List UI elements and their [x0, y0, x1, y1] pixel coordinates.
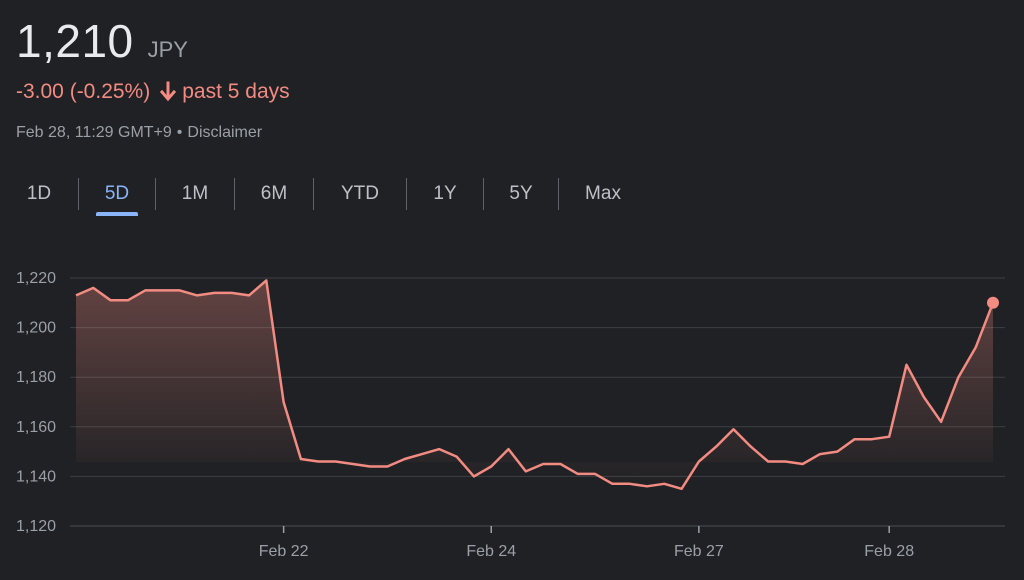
x-tick-label: Feb 28 [864, 543, 914, 560]
tab-divider [234, 178, 235, 210]
x-tick-label: Feb 27 [674, 543, 724, 560]
x-tick-label: Feb 22 [259, 543, 309, 560]
tab-max[interactable]: Max [585, 183, 621, 204]
timestamp-row: Feb 28, 11:29 GMT+9 • Disclaimer [16, 124, 262, 142]
last-price-point [987, 296, 999, 309]
tab-divider [155, 178, 156, 210]
y-tick-label: 1,180 [16, 369, 56, 386]
price-area [76, 280, 993, 489]
price-header: 1,210 JPY [16, 14, 188, 68]
y-tick-label: 1,140 [16, 468, 56, 485]
disclaimer-link[interactable]: Disclaimer [187, 124, 263, 141]
change-period: past 5 days [182, 80, 290, 103]
separator-dot: • [176, 124, 183, 141]
y-tick-label: 1,160 [16, 419, 56, 436]
x-tick-label: Feb 24 [466, 543, 516, 560]
change-value: -3.00 (-0.25%) [16, 80, 151, 103]
price-line [75, 279, 995, 491]
y-tick-label: 1,220 [16, 270, 56, 287]
tab-ytd[interactable]: YTD [341, 183, 379, 204]
y-tick-label: 1,120 [16, 518, 56, 535]
currency-code: JPY [147, 37, 188, 62]
range-tabs: 1D 5D 1M 6M YTD 1Y 5Y Max [0, 172, 647, 216]
tab-1d[interactable]: 1D [26, 183, 52, 204]
tab-divider [313, 178, 314, 210]
tab-divider [558, 178, 559, 210]
tab-5d[interactable]: 5D [79, 172, 155, 216]
arrow-down-icon [160, 81, 177, 102]
tab-5y[interactable]: 5Y [509, 183, 533, 204]
timestamp: Feb 28, 11:29 GMT+9 [16, 124, 172, 141]
tab-divider [483, 178, 484, 210]
tab-6m[interactable]: 6M [260, 183, 288, 204]
current-price: 1,210 [16, 15, 134, 67]
price-change: -3.00 (-0.25%) past 5 days [16, 80, 290, 104]
tab-divider [406, 178, 407, 210]
tab-1y[interactable]: 1Y [433, 183, 457, 204]
y-tick-label: 1,200 [16, 320, 56, 337]
y-axis: 1,220 1,200 1,180 1,160 1,140 1,120 [16, 270, 56, 535]
x-axis: Feb 22 Feb 24 Feb 27 Feb 28 [259, 526, 914, 560]
tab-1m[interactable]: 1M [181, 183, 209, 204]
